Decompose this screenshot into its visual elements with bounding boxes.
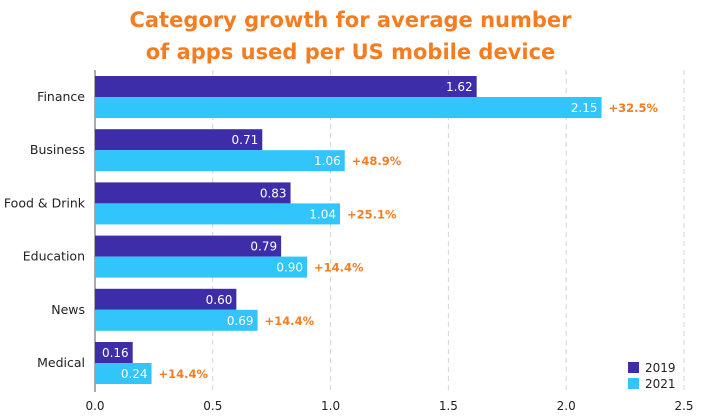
x-tick-label: 1.5 bbox=[439, 399, 458, 413]
growth-label: +14.4% bbox=[159, 367, 209, 381]
bar-2019-finance bbox=[95, 76, 477, 97]
bar-value-label: 2.15 bbox=[571, 101, 598, 115]
bar-2021-news bbox=[95, 309, 258, 331]
category-label: Medical bbox=[37, 355, 85, 370]
bar-2021-medical bbox=[95, 363, 152, 384]
bar-value-label: 0.16 bbox=[102, 346, 129, 360]
x-tick-label: 2.5 bbox=[674, 399, 693, 413]
category-label: News bbox=[51, 302, 85, 317]
chart-title: Category growth for average number of ap… bbox=[0, 4, 701, 68]
bar-2019-news bbox=[95, 288, 237, 310]
chart-title-line-2: of apps used per US mobile device bbox=[145, 40, 556, 64]
x-tick-label: 0.5 bbox=[203, 399, 222, 413]
growth-label: +14.4% bbox=[314, 261, 364, 275]
growth-label: +32.5% bbox=[609, 101, 659, 115]
bar-value-label: 1.62 bbox=[446, 80, 473, 94]
bar-2021-finance bbox=[95, 97, 602, 118]
bar-value-label: 1.06 bbox=[314, 154, 341, 168]
legend-label-2019: 2019 bbox=[645, 361, 676, 375]
category-label: Finance bbox=[37, 89, 85, 104]
bar-value-label: 0.60 bbox=[206, 293, 233, 307]
bar-value-label: 0.79 bbox=[250, 240, 277, 254]
x-tick-label: 0.0 bbox=[85, 399, 104, 413]
legend-swatch-2019 bbox=[628, 362, 639, 373]
bar-2021-education bbox=[95, 256, 308, 278]
growth-label: +48.9% bbox=[352, 154, 402, 168]
category-label: Food & Drink bbox=[4, 195, 86, 210]
x-tick-label: 1.0 bbox=[321, 399, 340, 413]
bar-2021-business bbox=[95, 150, 345, 172]
legend-swatch-2021 bbox=[628, 378, 639, 389]
bar-value-label: 0.71 bbox=[232, 133, 259, 147]
category-label: Education bbox=[23, 249, 85, 264]
bar-value-label: 0.90 bbox=[276, 261, 303, 275]
bar-value-label: 0.83 bbox=[260, 186, 287, 200]
chart-title-line-1: Category growth for average number bbox=[129, 8, 572, 32]
bar-2019-medical bbox=[95, 342, 133, 363]
legend-label-2021: 2021 bbox=[645, 377, 676, 391]
bar-2019-food-drink bbox=[95, 182, 291, 204]
x-tick-label: 2.0 bbox=[557, 399, 576, 413]
bar-value-label: 1.04 bbox=[309, 207, 336, 221]
bar-2019-business bbox=[95, 129, 263, 151]
bar-2019-education bbox=[95, 235, 282, 257]
bar-2021-food-drink bbox=[95, 203, 341, 225]
growth-label: +25.1% bbox=[347, 207, 397, 221]
bar-value-label: 0.24 bbox=[121, 367, 148, 381]
category-label: Business bbox=[30, 142, 85, 157]
growth-label: +14.4% bbox=[265, 314, 315, 328]
bar-value-label: 0.69 bbox=[227, 314, 254, 328]
